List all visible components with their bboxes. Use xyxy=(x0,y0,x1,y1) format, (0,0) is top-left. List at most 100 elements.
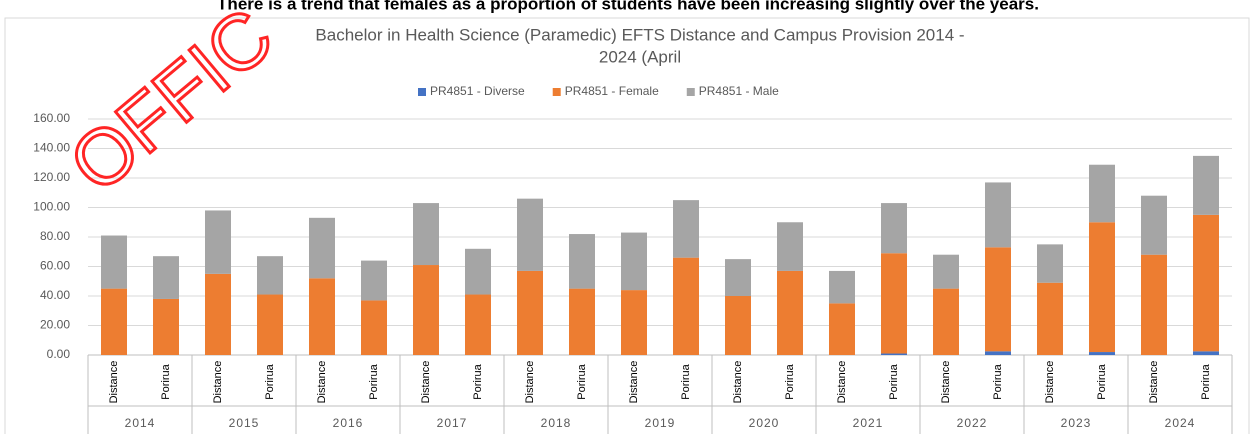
y-tick-label: 100.00 xyxy=(33,200,70,214)
bar-segment xyxy=(361,260,387,301)
bar-segment xyxy=(829,303,855,355)
x-tick-label: Porirua xyxy=(160,363,172,399)
group-label: 2014 xyxy=(125,416,156,430)
x-tick-label: Porirua xyxy=(264,363,276,399)
bar-segment xyxy=(829,270,855,304)
bar-segment xyxy=(517,270,543,355)
x-tick-label: Porirua xyxy=(1200,363,1212,399)
bar-segment xyxy=(413,203,439,266)
bar-segment xyxy=(985,247,1011,352)
legend-label: PR4851 - Male xyxy=(699,84,779,98)
x-tick-label: Distance xyxy=(836,361,848,404)
bar-segment xyxy=(1193,155,1219,215)
legend-label: PR4851 - Diverse xyxy=(430,84,525,98)
bar-segment xyxy=(413,265,439,355)
bar-segment xyxy=(881,203,907,254)
bar-segment xyxy=(465,248,491,295)
group-label: 2015 xyxy=(229,416,260,430)
bar-segment xyxy=(621,232,647,291)
x-tick-label: Distance xyxy=(732,361,744,404)
x-tick-label: Distance xyxy=(1044,361,1056,404)
x-tick-label: Distance xyxy=(212,361,224,404)
bar-segment xyxy=(673,257,699,355)
x-tick-label: Porirua xyxy=(368,363,380,399)
legend-swatch xyxy=(418,88,426,96)
bar-segment xyxy=(205,273,231,355)
bar-segment xyxy=(1037,282,1063,355)
bar-segment xyxy=(725,259,751,296)
bar-segment xyxy=(569,288,595,355)
bar-segment xyxy=(153,298,179,355)
bar-segment xyxy=(725,296,751,355)
y-tick-label: 20.00 xyxy=(40,318,70,332)
bar-segment xyxy=(1141,195,1167,255)
group-label: 2020 xyxy=(749,416,780,430)
group-label: 2017 xyxy=(437,416,468,430)
y-tick-label: 140.00 xyxy=(33,141,70,155)
group-label: 2019 xyxy=(645,416,676,430)
x-tick-label: Distance xyxy=(316,361,328,404)
x-tick-label: Distance xyxy=(940,361,952,404)
bar-segment xyxy=(205,210,231,274)
chart-title: 2024 (April xyxy=(599,47,681,66)
bar-segment xyxy=(517,198,543,271)
group-label: 2021 xyxy=(853,416,884,430)
x-tick-label: Porirua xyxy=(1096,363,1108,399)
bar-segment xyxy=(933,254,959,289)
bar-segment xyxy=(309,278,335,355)
x-tick-label: Distance xyxy=(420,361,432,404)
legend-swatch xyxy=(552,88,561,96)
y-tick-label: 40.00 xyxy=(40,288,70,302)
group-label: 2023 xyxy=(1061,416,1092,430)
x-tick-label: Distance xyxy=(524,361,536,404)
bar-segment xyxy=(985,351,1011,355)
chart-title: Bachelor in Health Science (Paramedic) E… xyxy=(315,25,964,44)
legend-label: PR4851 - Female xyxy=(565,84,659,98)
x-tick-label: Porirua xyxy=(888,363,900,399)
bar-segment xyxy=(257,294,283,355)
y-tick-label: 0.00 xyxy=(47,347,71,361)
bar-segment xyxy=(1089,222,1115,353)
bar-segment xyxy=(1193,351,1219,355)
group-label: 2024 xyxy=(1165,416,1196,430)
bar-segment xyxy=(621,290,647,355)
bar-segment xyxy=(881,253,907,354)
y-tick-label: 60.00 xyxy=(40,259,70,273)
group-label: 2016 xyxy=(333,416,364,430)
bar-segment xyxy=(1141,254,1167,355)
bar-segment xyxy=(1089,164,1115,223)
x-tick-label: Porirua xyxy=(680,363,692,399)
x-tick-label: Porirua xyxy=(784,363,796,399)
x-tick-label: Porirua xyxy=(992,363,1004,399)
bar-segment xyxy=(361,300,387,355)
legend-swatch xyxy=(686,88,695,96)
x-tick-label: Porirua xyxy=(576,363,588,399)
x-tick-label: Distance xyxy=(108,361,120,404)
y-tick-label: 160.00 xyxy=(33,111,70,125)
bar-segment xyxy=(153,256,179,299)
x-tick-label: Distance xyxy=(1148,361,1160,404)
heading: There is a trend that females as a propo… xyxy=(217,0,1039,13)
bar-segment xyxy=(1037,244,1063,283)
bar-segment xyxy=(465,294,491,355)
y-tick-label: 120.00 xyxy=(33,170,70,184)
bar-segment xyxy=(101,288,127,355)
bar-segment xyxy=(777,222,803,271)
x-tick-label: Distance xyxy=(628,361,640,404)
bar-segment xyxy=(569,234,595,289)
bar-segment xyxy=(1193,214,1219,352)
group-label: 2018 xyxy=(541,416,572,430)
bar-segment xyxy=(777,270,803,355)
x-tick-label: Porirua xyxy=(472,363,484,399)
bar-segment xyxy=(985,182,1011,248)
bar-segment xyxy=(257,256,283,295)
y-tick-label: 80.00 xyxy=(40,229,70,243)
bar-segment xyxy=(933,288,959,355)
bar-segment xyxy=(309,217,335,279)
bar-segment xyxy=(673,200,699,258)
bar-segment xyxy=(1089,352,1115,355)
bar-segment xyxy=(101,235,127,289)
chart-border xyxy=(4,17,1250,434)
group-label: 2022 xyxy=(957,416,988,430)
